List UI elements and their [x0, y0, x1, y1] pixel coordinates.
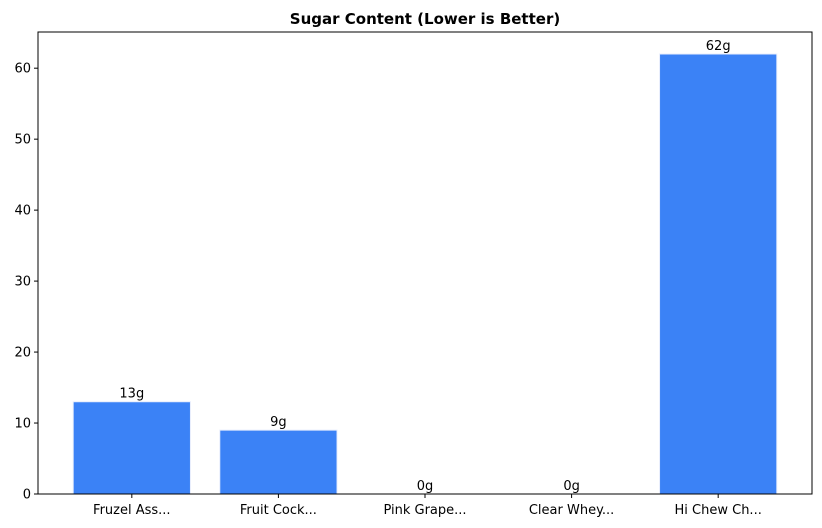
value-label: 0g [563, 479, 580, 494]
x-tick-label: Fruzel Ass... [93, 503, 171, 518]
plot-frame [37, 31, 813, 495]
y-tick-label: 60 [14, 62, 31, 77]
value-label: 0g [417, 479, 434, 494]
y-tick-label: 10 [14, 417, 31, 432]
x-tick-label: Hi Chew Ch... [675, 503, 762, 518]
y-tick-label: 50 [14, 133, 31, 148]
value-label: 62g [706, 39, 731, 54]
y-tick-label: 30 [14, 275, 31, 290]
value-label: 9g [270, 415, 287, 430]
bar [219, 429, 338, 495]
y-tick-label: 20 [14, 346, 31, 361]
bar [659, 53, 778, 495]
x-tick-label: Fruit Cock... [240, 503, 317, 518]
chart-title: Sugar Content (Lower is Better) [290, 10, 560, 28]
y-tick-label: 0 [23, 488, 31, 503]
x-tick-label: Pink Grape... [383, 503, 466, 518]
x-tick-label: Clear Whey... [529, 503, 614, 518]
y-tick-label: 40 [14, 204, 31, 219]
bar [72, 401, 191, 495]
value-label: 13g [119, 387, 144, 402]
